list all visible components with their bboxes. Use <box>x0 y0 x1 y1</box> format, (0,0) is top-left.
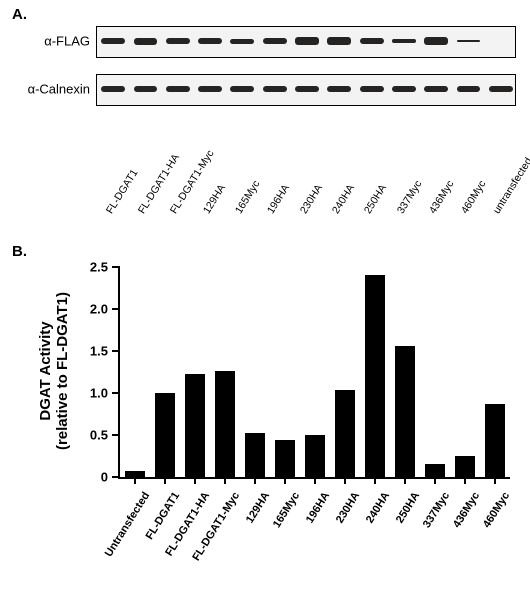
lane-label: 436Myc <box>427 178 457 216</box>
y-tick-label: 0.5 <box>90 428 108 443</box>
y-tick-label: 2.0 <box>90 302 108 317</box>
bar-label: 250HA <box>393 490 421 525</box>
y-tick-label: 2.5 <box>90 260 108 275</box>
panel-a-lane-labels: FL-DGAT1FL-DGAT1-HAFL-DGAT1-Myc129HA165M… <box>96 116 516 216</box>
band <box>101 86 125 92</box>
blot-frame-calnexin <box>96 74 516 106</box>
band <box>166 86 190 92</box>
band <box>424 86 448 92</box>
blot-label-calnexin: α-Calnexin <box>18 82 90 97</box>
band <box>295 37 319 44</box>
panel-b: B. DGAT Activity (relative to FL-DGAT1) … <box>18 243 520 593</box>
x-tick <box>224 477 226 484</box>
x-tick <box>284 477 286 484</box>
lane-label: 196HA <box>265 182 292 216</box>
y-axis-title-line1: DGAT Activity <box>37 321 54 420</box>
y-axis-title-line2: (relative to FL-DGAT1) <box>54 292 71 450</box>
y-axis-title: DGAT Activity (relative to FL-DGAT1) <box>37 292 72 450</box>
y-tick <box>112 392 120 394</box>
panel-a-label: A. <box>12 6 27 23</box>
lane-label: 165Myc <box>233 178 263 216</box>
bar-label: 240HA <box>363 490 391 525</box>
band <box>360 86 384 92</box>
x-tick <box>194 477 196 484</box>
x-tick <box>314 477 316 484</box>
bar <box>275 440 294 477</box>
lane-label: 240HA <box>330 182 357 216</box>
lane-label: 129HA <box>201 182 228 216</box>
blot-frame-flag <box>96 26 516 58</box>
bar <box>455 456 474 477</box>
band <box>392 86 416 92</box>
band <box>327 37 351 44</box>
band <box>166 38 190 45</box>
band <box>134 38 158 45</box>
y-tick <box>112 434 120 436</box>
bar <box>485 404 504 477</box>
panel-b-label: B. <box>12 243 27 260</box>
bar-label: 337Myc <box>421 490 452 530</box>
blot-calnexin: α-Calnexin <box>96 74 516 106</box>
bar <box>215 371 234 477</box>
lane-label: 250HA <box>362 182 389 216</box>
lane-label: FL-DGAT1 <box>104 167 141 216</box>
bar-chart-area: 00.51.01.52.02.5UntransfectedFL-DGAT1FL-… <box>118 267 510 479</box>
band <box>489 86 513 92</box>
y-tick-label: 1.0 <box>90 386 108 401</box>
x-tick <box>404 477 406 484</box>
band <box>101 38 125 44</box>
band <box>424 37 448 44</box>
figure-root: A. α-FLAG α-Calnexin FL-DGAT1FL-DGAT1-HAF… <box>0 0 530 602</box>
band <box>198 86 222 92</box>
band <box>134 86 158 92</box>
band <box>295 86 319 92</box>
band <box>230 39 254 44</box>
band <box>457 86 481 92</box>
band <box>392 39 416 42</box>
x-tick <box>134 477 136 484</box>
band <box>327 86 351 92</box>
y-tick <box>112 308 120 310</box>
y-tick-label: 0 <box>101 470 108 485</box>
bar <box>155 393 174 477</box>
bar-label: 165Myc <box>271 490 302 530</box>
band <box>263 86 287 92</box>
blot-label-flag: α-FLAG <box>18 34 90 49</box>
x-tick <box>494 477 496 484</box>
bar <box>395 346 414 477</box>
bar-label: 436Myc <box>451 490 482 530</box>
x-tick <box>344 477 346 484</box>
bar <box>365 275 384 477</box>
bar-label: 196HA <box>303 490 331 525</box>
bar-label: 230HA <box>333 490 361 525</box>
x-tick <box>464 477 466 484</box>
x-tick <box>164 477 166 484</box>
y-tick <box>112 350 120 352</box>
x-tick <box>254 477 256 484</box>
lane-label: 337Myc <box>394 178 424 216</box>
bar <box>335 390 354 477</box>
blot-flag: α-FLAG <box>96 26 516 58</box>
lane-label: 460Myc <box>459 178 489 216</box>
y-tick-label: 1.5 <box>90 344 108 359</box>
x-tick <box>434 477 436 484</box>
band <box>360 38 384 45</box>
band <box>263 38 287 44</box>
lane-label: untransfected <box>491 156 530 216</box>
bar-label: 460Myc <box>481 490 512 530</box>
bar <box>245 433 264 477</box>
bar <box>185 374 204 477</box>
y-tick <box>112 476 120 478</box>
band <box>230 86 254 92</box>
x-tick <box>374 477 376 484</box>
band <box>198 38 222 45</box>
y-tick <box>112 266 120 268</box>
bar <box>305 435 324 477</box>
lane-label: 230HA <box>297 182 324 216</box>
panel-a: A. α-FLAGα-Calnexin FL-DGAT1FL-DGAT1-HAF… <box>18 8 520 243</box>
bar <box>425 464 444 477</box>
bar-label: 129HA <box>243 490 271 525</box>
band <box>457 40 481 42</box>
bar-label: Untransfected <box>102 490 151 559</box>
